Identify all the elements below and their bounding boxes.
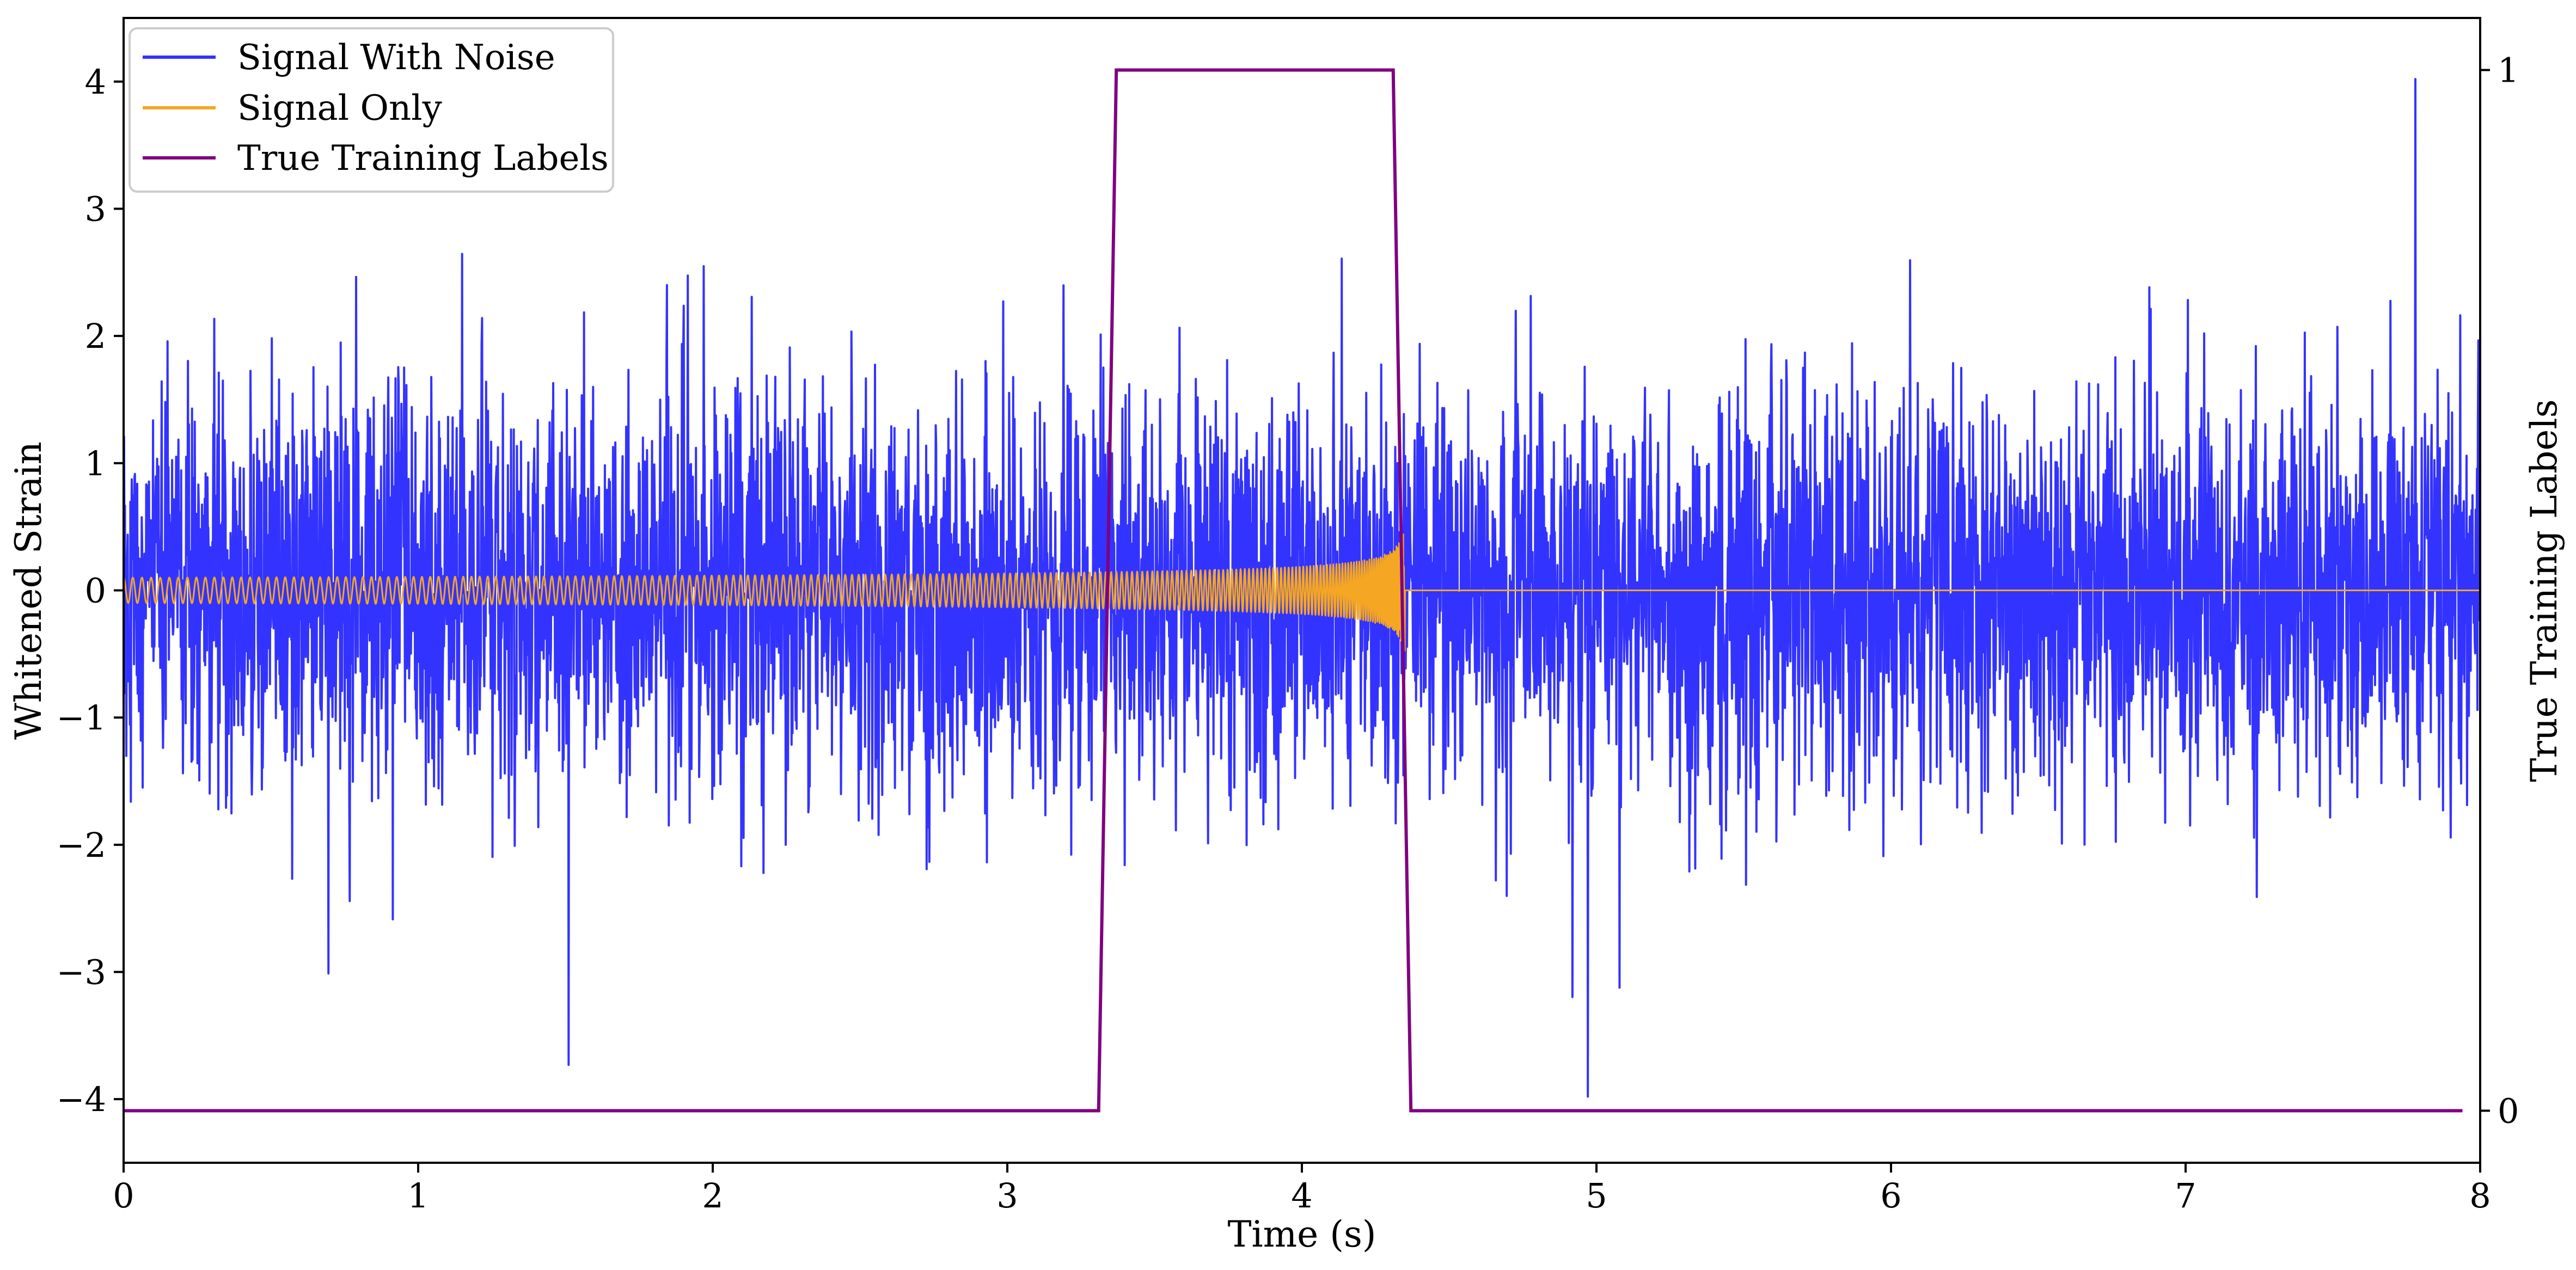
x-tick-label: 8 (2469, 1176, 2491, 1216)
x-tick-label: 1 (407, 1176, 429, 1216)
legend-box (129, 27, 614, 193)
y2-tick-label: 1 (2498, 51, 2519, 90)
y2-axis-ticks: 01 (2480, 51, 2519, 1131)
x-tick-label: 0 (113, 1176, 134, 1216)
y-tick-label: 2 (85, 316, 106, 356)
y-tick-label: 1 (85, 444, 106, 483)
legend-label-true-training-labels: True Training Labels (237, 138, 609, 179)
series-line-signal-only (123, 533, 2481, 654)
x-tick-label: 2 (702, 1176, 723, 1216)
series-layer (123, 68, 2481, 1113)
y-tick-label: −2 (57, 825, 106, 865)
y2-axis-title: True Training Labels (2523, 400, 2565, 782)
x-tick-label: 5 (1586, 1176, 1607, 1216)
y-tick-label: −3 (57, 953, 106, 992)
x-tick-label: 4 (1291, 1176, 1312, 1216)
x-axis-ticks: 0 1 2 3 4 5 6 7 8 (113, 1163, 2491, 1216)
y-tick-label: 0 (85, 571, 106, 611)
y-axis-title: Whitened Strain (8, 441, 50, 740)
y-tick-label: 3 (85, 189, 106, 229)
x-tick-label: 3 (996, 1176, 1018, 1216)
y-axis-ticks: −4 −3 −2 −1 0 1 2 3 4 (57, 62, 124, 1119)
y-tick-label: −4 (57, 1079, 106, 1119)
x-tick-label: 6 (1880, 1176, 1901, 1216)
x-tick-label: 7 (2175, 1176, 2196, 1216)
legend-label-signal-with-noise: Signal With Noise (237, 38, 555, 78)
y-tick-label: −1 (57, 698, 106, 738)
legend-label-signal-only: Signal Only (237, 88, 442, 128)
x-axis-title: Time (s) (1227, 1213, 1376, 1255)
legend: Signal With Noise Signal Only True Train… (129, 27, 614, 193)
y-tick-label: 4 (85, 62, 106, 102)
y2-tick-label: 0 (2498, 1091, 2519, 1131)
series-line-signal-with-noise (123, 78, 2481, 1098)
series-line-true-training-labels (124, 68, 2463, 1113)
